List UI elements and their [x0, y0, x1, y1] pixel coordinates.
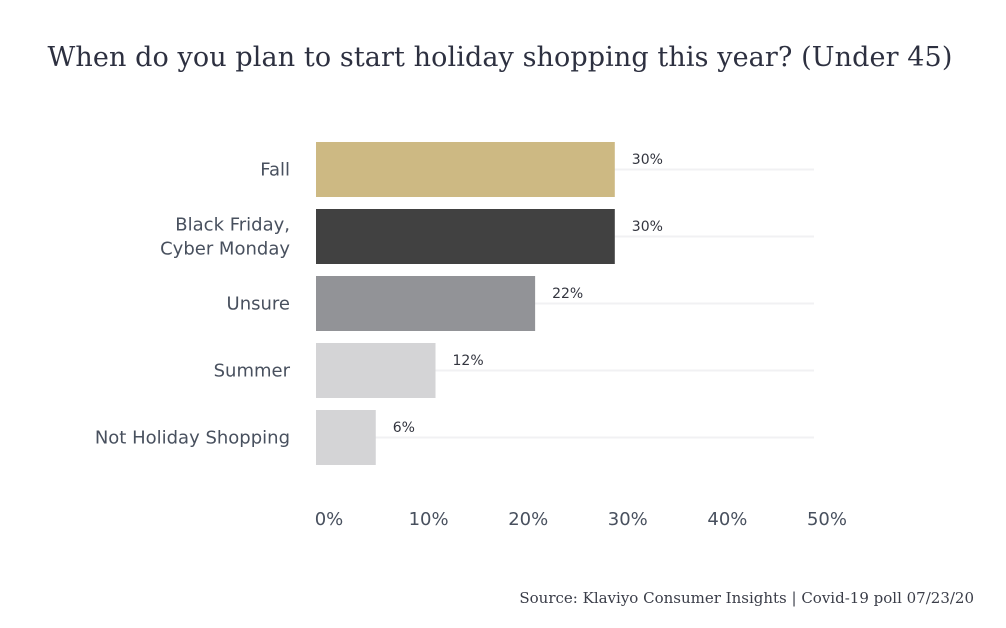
bar: [316, 343, 436, 398]
category-label: Not Holiday Shopping: [95, 428, 290, 449]
bar: [316, 410, 376, 465]
x-tick-label: 50%: [807, 509, 847, 530]
data-label: 30%: [632, 152, 663, 168]
bar: [316, 276, 536, 331]
x-tick-label: 0%: [315, 509, 344, 530]
data-label: 30%: [632, 219, 663, 235]
category-label: Cyber Monday: [160, 239, 290, 260]
category-label: Black Friday,: [175, 215, 290, 236]
source-note: Source: Klaviyo Consumer Insights | Covi…: [519, 589, 974, 607]
x-tick-label: 40%: [707, 509, 747, 530]
category-label: Summer: [214, 361, 291, 382]
category-label: Fall: [260, 160, 290, 181]
x-tick-label: 20%: [508, 509, 548, 530]
bar: [316, 142, 615, 197]
category-label: Unsure: [227, 294, 290, 315]
data-label: 12%: [453, 353, 484, 369]
x-tick-label: 30%: [608, 509, 648, 530]
chart-title: When do you plan to start holiday shoppi…: [47, 42, 953, 73]
x-tick-label: 10%: [409, 509, 449, 530]
bar: [316, 209, 615, 264]
data-label: 22%: [552, 286, 583, 302]
data-label: 6%: [393, 420, 415, 436]
